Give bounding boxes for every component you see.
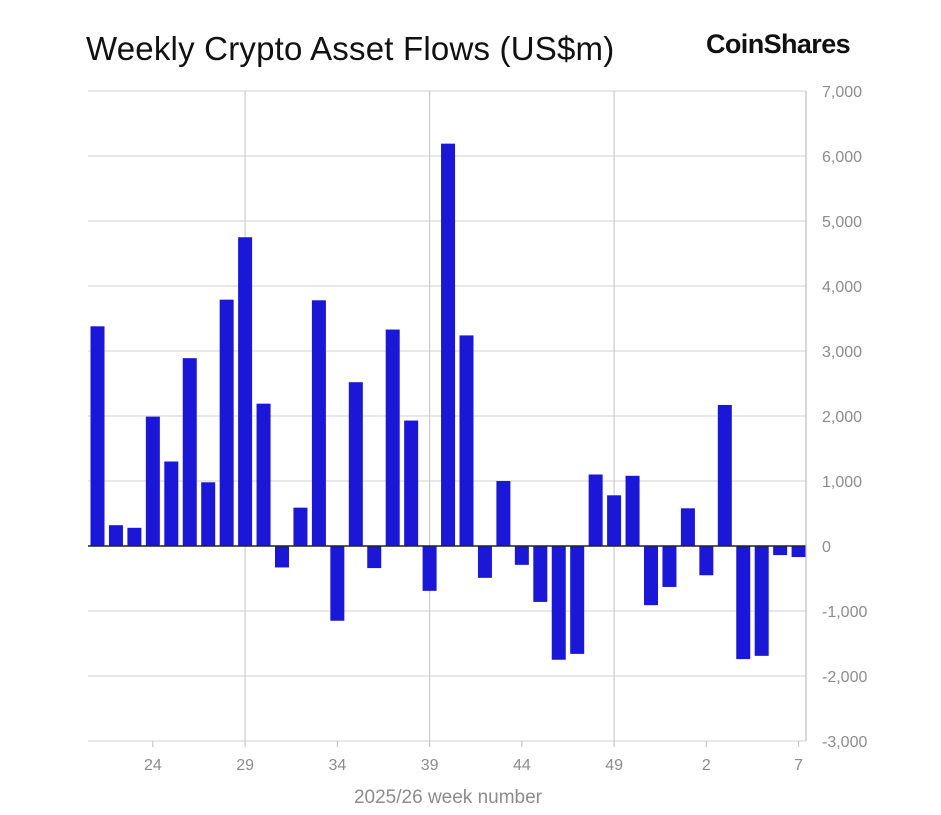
bar: [404, 420, 419, 546]
y-tick-label: 2,000: [822, 409, 862, 426]
x-tick-label: 29: [236, 757, 254, 774]
y-tick-label: 7,000: [822, 84, 862, 101]
bar: [717, 404, 732, 546]
bar: [533, 546, 548, 602]
bar: [90, 326, 105, 546]
bar: [570, 546, 585, 654]
coinshares-logo: CoinShares: [706, 29, 851, 59]
chart-title: Weekly Crypto Asset Flows (US$m): [86, 30, 615, 67]
bar: [238, 237, 253, 546]
bar: [385, 329, 400, 546]
y-tick-label: -1,000: [822, 604, 867, 621]
y-tick-label: 3,000: [822, 344, 862, 361]
bar: [625, 475, 640, 546]
x-tick-label: 7: [794, 757, 803, 774]
bar: [662, 546, 677, 587]
bars: [90, 143, 806, 660]
bar: [680, 508, 695, 546]
x-tick-label: 49: [605, 757, 623, 774]
bar: [644, 546, 658, 606]
bar: [496, 481, 511, 546]
y-tick-label: -3,000: [822, 734, 867, 751]
bar: [348, 382, 363, 546]
bar: [182, 358, 197, 546]
x-tick-label: 34: [328, 757, 346, 774]
y-tick-label: -2,000: [822, 669, 867, 686]
bar: [422, 546, 437, 591]
y-tick-label: 0: [822, 539, 831, 556]
bar: [754, 546, 769, 656]
bar: [330, 546, 345, 621]
bar: [736, 546, 751, 660]
y-tick-label: 4,000: [822, 279, 862, 296]
bar: [459, 335, 474, 546]
y-tick-label: 5,000: [822, 214, 862, 231]
x-tick-label: 44: [513, 757, 531, 774]
bar: [201, 482, 216, 546]
bar: [773, 546, 788, 556]
bar: [588, 474, 603, 546]
y-tick-label: 6,000: [822, 149, 862, 166]
bar: [551, 546, 566, 660]
bar: [145, 416, 160, 546]
bar: [607, 495, 622, 546]
bar: [477, 546, 492, 578]
bar: [367, 546, 382, 569]
bar: [164, 461, 179, 546]
bar: [127, 527, 142, 546]
bar: [441, 143, 456, 546]
x-tick-label: 24: [144, 757, 162, 774]
bar: [293, 507, 308, 546]
tick-labels: 7,000 6,000 5,000 4,000 3,000 2,000 1,000 0 -1,0…: [144, 84, 868, 774]
bar: [275, 546, 289, 568]
bar: [219, 299, 234, 546]
bar: [699, 546, 714, 576]
y-tick-label: 1,000: [822, 474, 862, 491]
x-axis-label: 2025/26 week number: [354, 787, 543, 808]
bar: [256, 403, 271, 546]
x-tick-label: 39: [421, 757, 439, 774]
bar: [791, 546, 806, 558]
bar: [108, 525, 123, 546]
bar: [514, 546, 529, 565]
bar: [311, 300, 326, 546]
x-tick-label: 2: [702, 757, 711, 774]
axes: [88, 91, 807, 747]
